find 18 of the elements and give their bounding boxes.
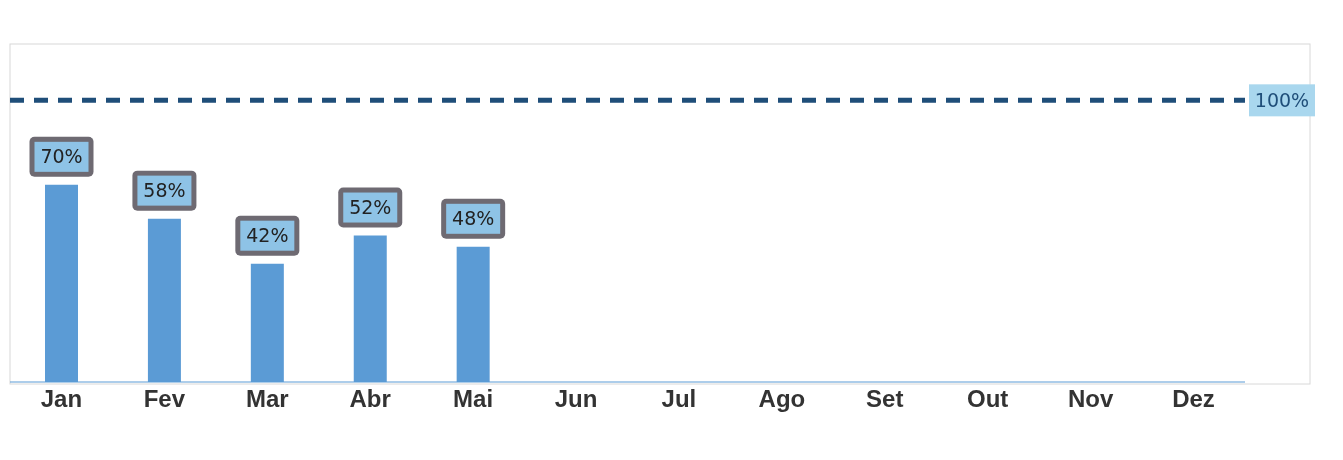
x-tick-label: Mai [453,385,494,413]
data-label: 52% [349,195,392,218]
x-tick-label: Mar [245,385,289,413]
x-tick-label: Abr [349,385,391,413]
data-label: 70% [40,144,83,167]
data-label: 42% [246,223,289,246]
x-tick-label: Set [866,385,904,413]
x-tick-label: Jan [40,385,83,413]
x-tick-label: Ago [758,385,806,413]
data-label: 58% [143,178,186,201]
x-tick-label: Jul [661,385,697,413]
data-label: 48% [452,206,495,229]
x-tick-label: Out [967,385,1009,413]
x-tick-label: Dez [1172,385,1215,413]
x-tick-label: Fev [143,385,186,413]
ref-line-label: 100% [1254,89,1310,112]
x-tick-label: Nov [1067,385,1114,413]
x-tick-label: Jun [554,385,598,413]
